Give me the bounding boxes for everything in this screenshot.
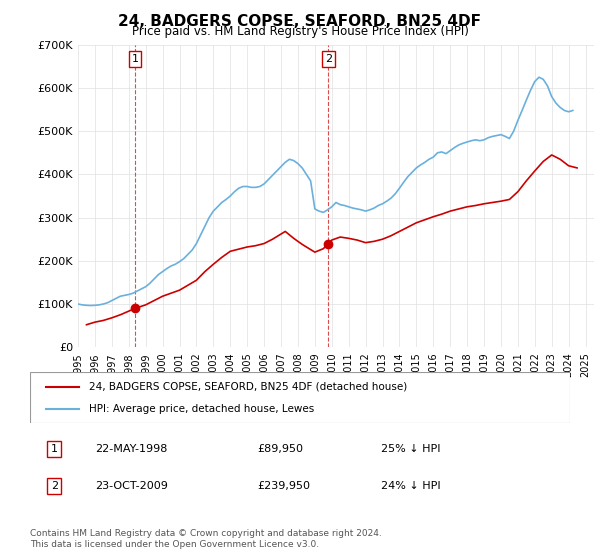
FancyBboxPatch shape — [30, 372, 570, 423]
Text: Price paid vs. HM Land Registry's House Price Index (HPI): Price paid vs. HM Land Registry's House … — [131, 25, 469, 38]
Text: 25% ↓ HPI: 25% ↓ HPI — [381, 444, 440, 454]
Text: 1: 1 — [51, 444, 58, 454]
Text: 24% ↓ HPI: 24% ↓ HPI — [381, 481, 440, 491]
Text: 24, BADGERS COPSE, SEAFORD, BN25 4DF: 24, BADGERS COPSE, SEAFORD, BN25 4DF — [119, 14, 482, 29]
Text: Contains HM Land Registry data © Crown copyright and database right 2024.
This d: Contains HM Land Registry data © Crown c… — [30, 529, 382, 549]
Text: 24, BADGERS COPSE, SEAFORD, BN25 4DF (detached house): 24, BADGERS COPSE, SEAFORD, BN25 4DF (de… — [89, 381, 407, 391]
Text: £89,950: £89,950 — [257, 444, 303, 454]
Text: 1: 1 — [131, 54, 139, 64]
Text: 22-MAY-1998: 22-MAY-1998 — [95, 444, 167, 454]
Text: HPI: Average price, detached house, Lewes: HPI: Average price, detached house, Lewe… — [89, 404, 314, 414]
Text: 23-OCT-2009: 23-OCT-2009 — [95, 481, 167, 491]
Text: £239,950: £239,950 — [257, 481, 310, 491]
Text: 2: 2 — [325, 54, 332, 64]
Text: 2: 2 — [51, 481, 58, 491]
